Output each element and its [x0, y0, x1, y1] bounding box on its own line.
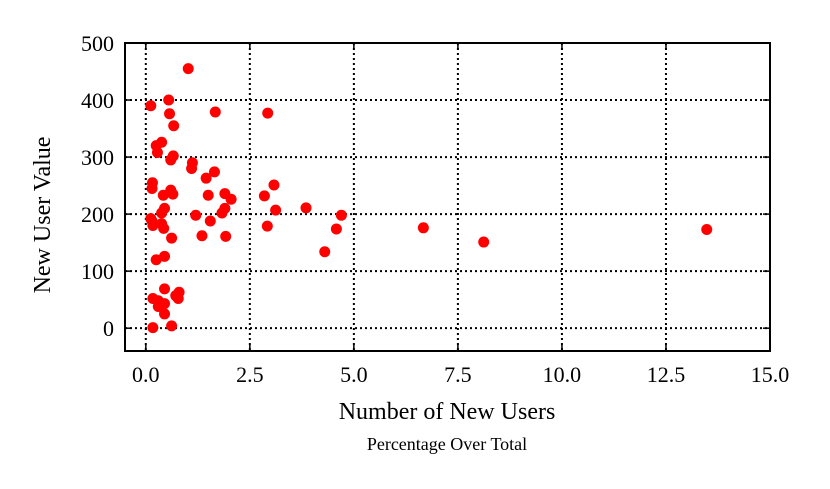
data-point: [150, 254, 162, 266]
data-point: [159, 308, 171, 320]
data-point: [270, 204, 282, 216]
plot-frame: [124, 42, 771, 352]
data-point: [151, 147, 163, 159]
data-point: [159, 250, 171, 262]
data-point: [202, 189, 214, 201]
data-point: [164, 108, 176, 120]
y-tick-label: 100: [81, 259, 114, 284]
y-tick-label: 500: [81, 31, 114, 56]
data-point: [220, 230, 232, 242]
x-tick-label: 12.5: [647, 362, 686, 387]
y-axis-label: New User Value: [30, 137, 56, 294]
x-axis-sublabel: Percentage Over Total: [367, 434, 527, 454]
data-point: [157, 189, 169, 201]
data-point: [208, 166, 220, 178]
x-tick-label: 7.5: [444, 362, 472, 387]
x-tick-label: 10.0: [543, 362, 582, 387]
data-point: [209, 106, 221, 118]
y-tick-label: 300: [81, 145, 114, 170]
data-point: [190, 209, 202, 221]
data-point: [156, 207, 168, 219]
data-point: [159, 283, 171, 295]
data-point: [145, 100, 157, 112]
data-point: [330, 223, 342, 235]
x-tick-label: 15.0: [751, 362, 790, 387]
data-point: [147, 322, 159, 334]
data-point: [172, 293, 184, 305]
data-point: [146, 182, 158, 194]
data-point: [152, 301, 164, 313]
data-point: [166, 232, 178, 244]
data-point: [701, 224, 713, 236]
x-tick-label: 2.5: [236, 362, 264, 387]
y-tick-label: 200: [81, 202, 114, 227]
data-point: [478, 236, 490, 248]
data-point: [262, 107, 274, 119]
data-point: [163, 94, 175, 106]
data-point: [225, 193, 237, 205]
data-point: [216, 207, 228, 219]
data-point: [319, 246, 331, 258]
data-point: [300, 202, 312, 214]
data-point: [166, 320, 178, 332]
data-point: [147, 220, 159, 232]
data-point: [182, 63, 194, 75]
x-tick-label: 5.0: [340, 362, 368, 387]
x-tick-label: 0.0: [132, 362, 160, 387]
data-point: [258, 190, 270, 202]
data-point: [168, 120, 180, 132]
x-axis-label: Number of New Users: [339, 399, 556, 425]
data-point: [200, 172, 212, 184]
y-tick-label: 0: [103, 316, 114, 341]
data-point: [417, 222, 429, 234]
axis-ticks: [125, 42, 771, 351]
y-tick-label: 400: [81, 88, 114, 113]
data-points: [145, 63, 713, 334]
data-point: [186, 162, 198, 174]
data-point: [196, 230, 208, 242]
data-point: [158, 222, 170, 234]
data-point: [165, 154, 177, 166]
data-point: [261, 220, 273, 232]
data-point: [167, 188, 179, 200]
data-point: [335, 209, 347, 221]
data-point: [204, 215, 216, 227]
y-tick-labels: 0 100 200 300 400 500: [81, 31, 114, 341]
x-tick-labels: 0.0 2.5 5.0 7.5 10.0 12.5 15.0: [132, 362, 789, 387]
data-point: [268, 179, 280, 191]
